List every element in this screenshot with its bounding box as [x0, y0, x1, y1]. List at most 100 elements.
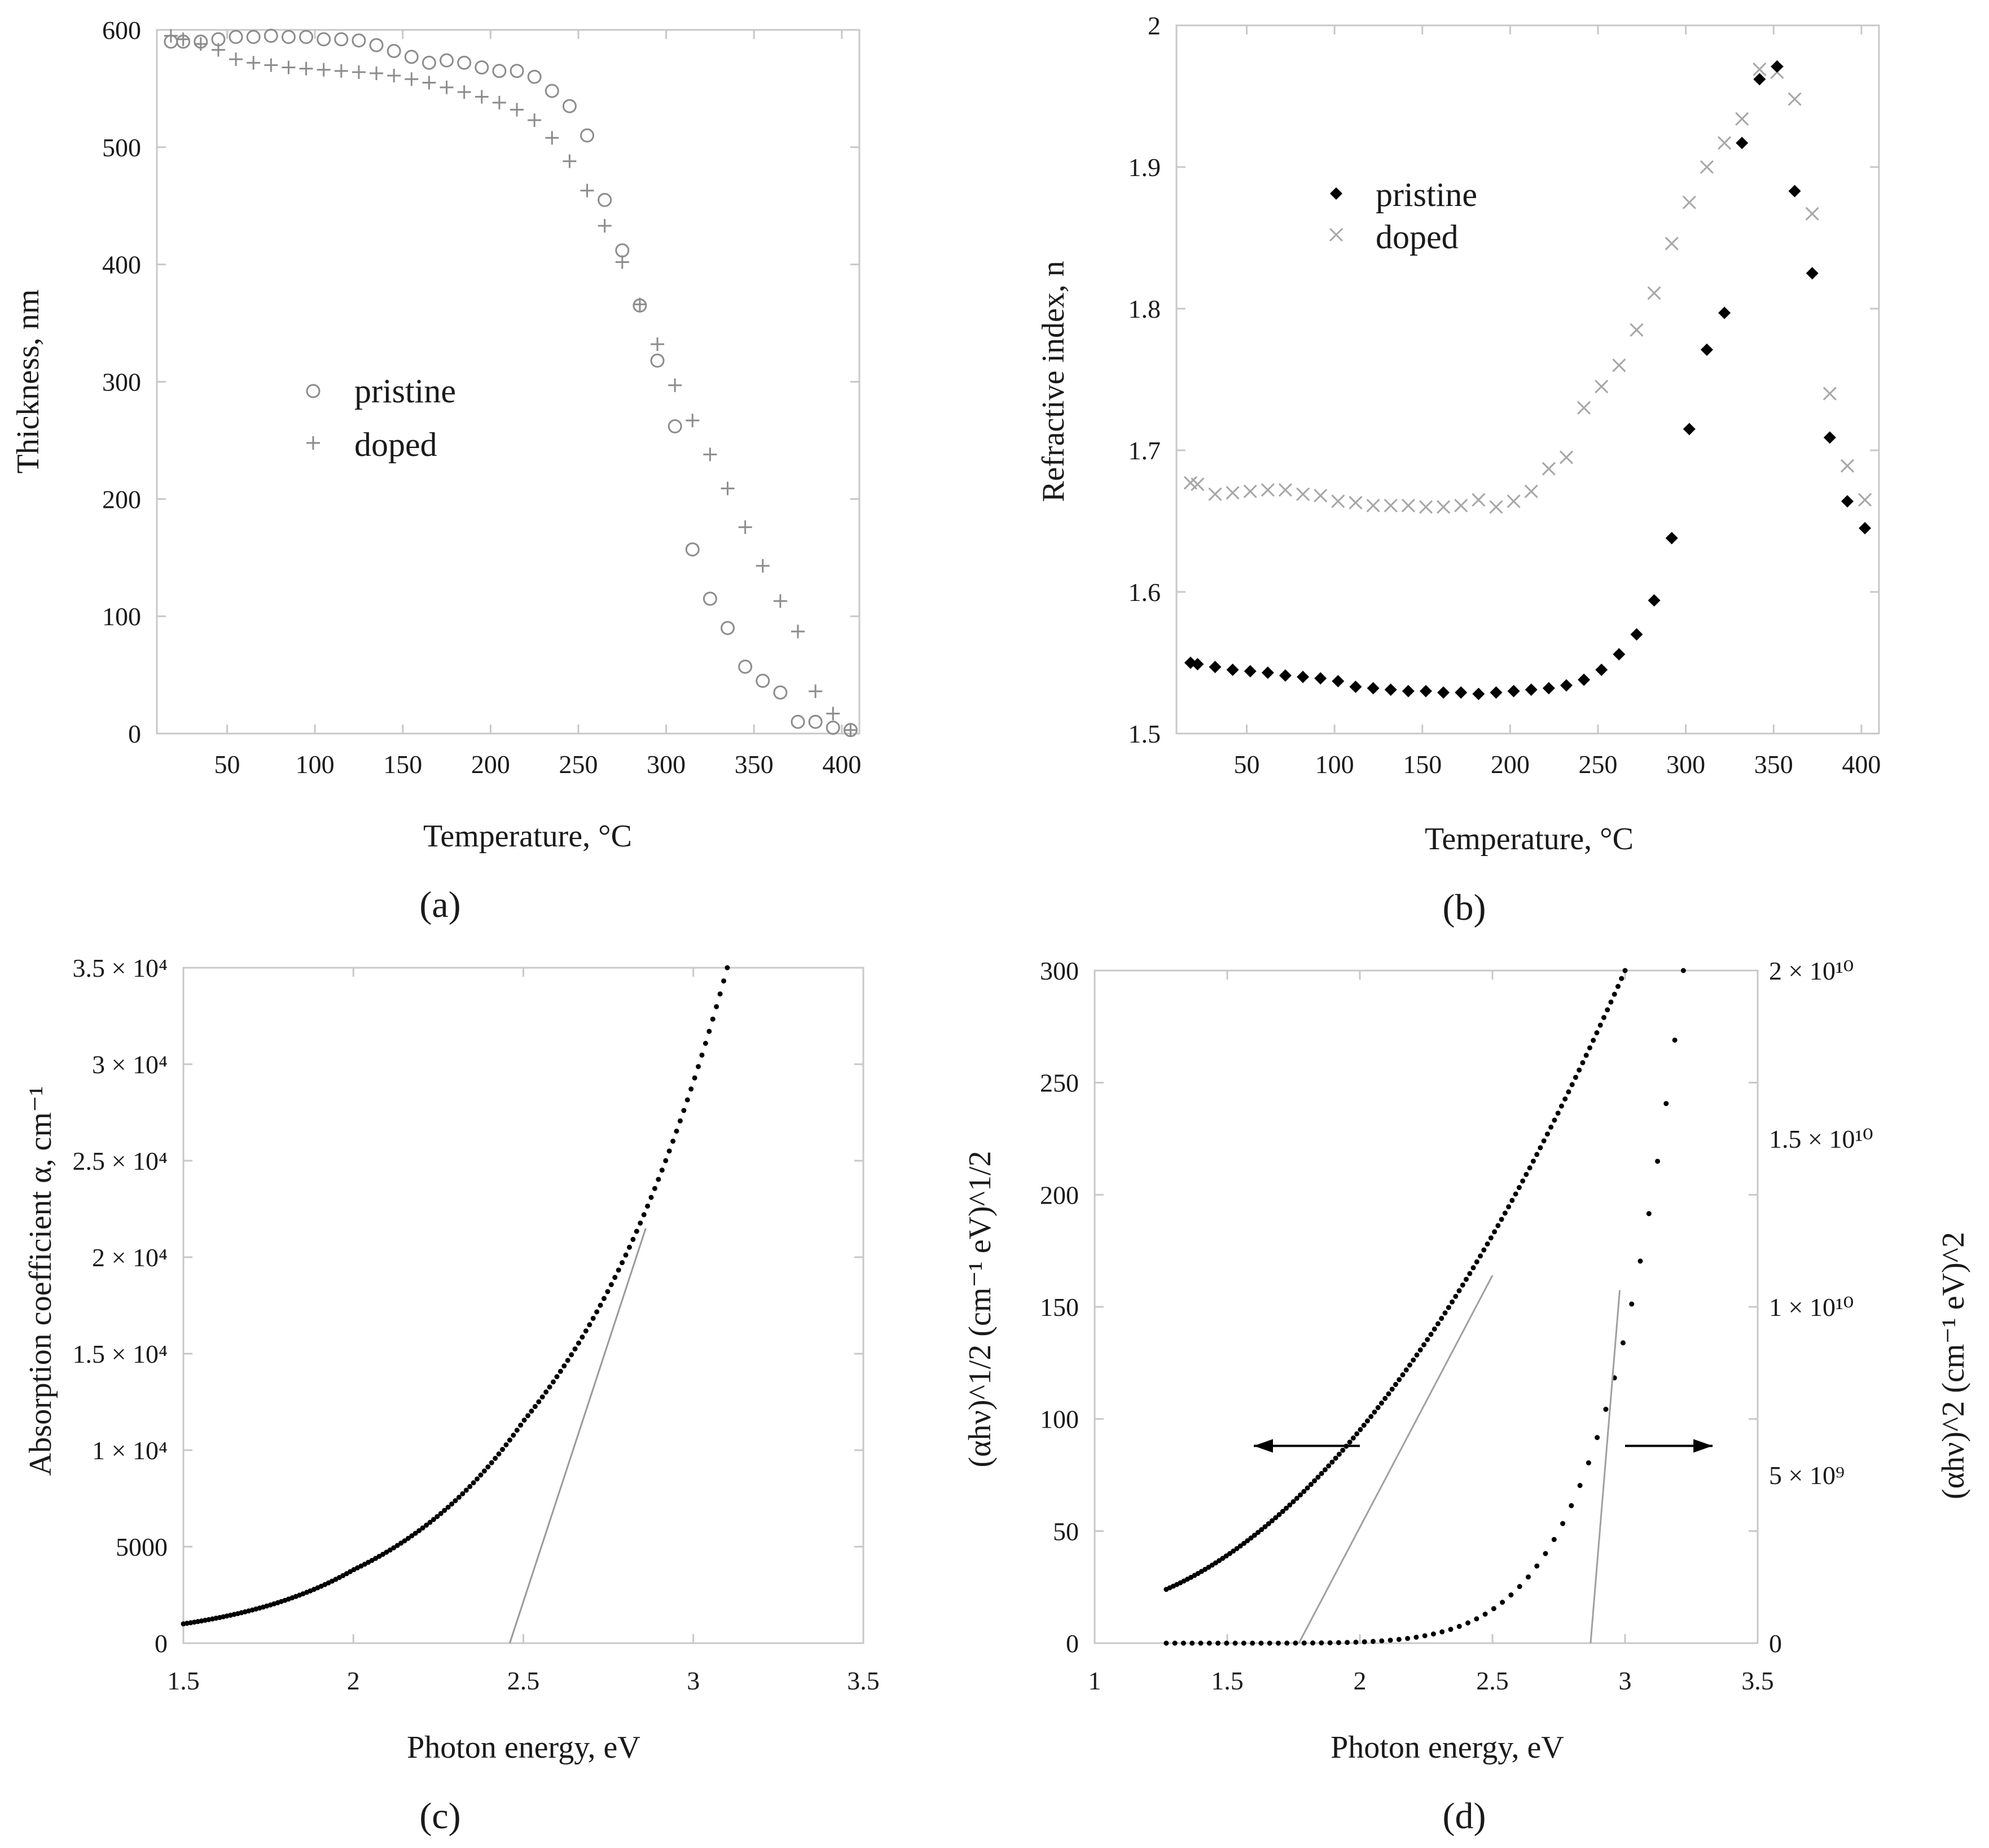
data-point-pristine: [1490, 686, 1503, 699]
curve-dot-alpha: [587, 1322, 592, 1328]
curve-dot-sqrt: [1397, 1377, 1402, 1382]
data-point-pristine: [580, 128, 595, 143]
data-point-pristine: [1472, 687, 1485, 700]
curve-dot-sqrt: [1354, 1431, 1360, 1437]
data-point-doped: [1261, 483, 1275, 497]
x-tick-label: 200: [471, 750, 510, 779]
panel-b-label: (b): [1443, 887, 1486, 928]
curve-dot-sqrt: [1460, 1282, 1465, 1288]
data-point-pristine: [1349, 681, 1362, 693]
data-point-doped: [1542, 462, 1556, 476]
curve-dot-alpha: [557, 1368, 563, 1374]
curve-dot-alpha: [431, 1517, 436, 1522]
curve-dot-alpha: [416, 1528, 422, 1534]
curve-dot-alpha: [460, 1491, 466, 1496]
curve-dot-alpha: [620, 1260, 625, 1266]
curve-dot-square: [1319, 1640, 1324, 1646]
data-point-pristine: [1332, 675, 1345, 688]
tangent-line-left: [1298, 1275, 1494, 1644]
curve-dot-alpha: [514, 1428, 520, 1433]
data-point-doped: [528, 113, 542, 128]
curve-dot-sqrt: [1358, 1426, 1363, 1432]
x-tick-label: 2: [347, 1666, 360, 1695]
data-point-pristine: [1753, 73, 1766, 86]
data-point-doped: [809, 684, 823, 699]
y-tick-label: 1.7: [1129, 436, 1161, 465]
data-point-doped: [580, 183, 594, 197]
data-point-doped: [247, 56, 261, 70]
curve-dot-sqrt: [1245, 1538, 1250, 1543]
curve-dot-alpha: [489, 1460, 494, 1465]
curve-dot-sqrt: [1569, 1082, 1575, 1087]
panel-b: 50 100 150 200 250 300 350 4001.51.61.71.81.92 …: [1036, 11, 1881, 928]
curve-dot-alpha: [688, 1086, 694, 1092]
curve-dot-alpha: [572, 1346, 578, 1352]
curve-dot-square: [1646, 1211, 1652, 1217]
curve-dot-sqrt: [1393, 1381, 1398, 1387]
data-point-pristine: [1648, 594, 1661, 607]
curve-dot-sqrt: [1364, 1418, 1370, 1424]
curve-dot-sqrt: [1485, 1241, 1490, 1247]
y-tick-label: 2.5 × 10⁴: [73, 1147, 168, 1175]
curve-dot-sqrt: [1464, 1276, 1469, 1282]
y-tick-label: 1.6: [1129, 578, 1161, 607]
data-point-pristine: [1419, 684, 1432, 697]
data-point-doped: [1595, 379, 1609, 394]
data-point-doped: [773, 594, 787, 608]
x-tick-label: 200: [1491, 750, 1530, 779]
x-tick-label: 3.5: [847, 1666, 880, 1695]
panel-a-xlabel: Temperature, °C: [423, 819, 632, 854]
curve-dot-alpha: [442, 1508, 447, 1513]
data-point-doped: [738, 520, 752, 534]
y2-tick-label: 5 × 10⁹: [1769, 1461, 1845, 1490]
curve-dot-sqrt: [1481, 1247, 1487, 1253]
curve-dot-square: [1534, 1563, 1540, 1569]
curve-dot-sqrt: [1502, 1210, 1508, 1216]
curve-dot-alpha: [684, 1097, 690, 1103]
curve-dot-square: [1569, 1503, 1574, 1508]
curve-dot-sqrt: [1237, 1543, 1243, 1549]
curve-dot-square: [1232, 1640, 1238, 1646]
data-point-pristine: [1788, 185, 1801, 197]
y-tick-label: 50: [1053, 1517, 1079, 1546]
y-tick-label: 1.5 × 10⁴: [73, 1340, 168, 1368]
data-point-pristine: [598, 192, 612, 207]
curve-dot-square: [1663, 1101, 1669, 1107]
y-tick-label: 100: [102, 602, 141, 631]
curve-dot-square: [1362, 1639, 1367, 1645]
curve-dot-sqrt: [1442, 1310, 1448, 1316]
data-point-doped: [1647, 286, 1661, 300]
data-point-doped: [282, 60, 296, 74]
data-point-pristine: [1542, 682, 1555, 695]
x-tick-label: 1.5: [1211, 1666, 1244, 1695]
data-point-pristine: [317, 32, 331, 47]
curve-dot-alpha: [623, 1252, 629, 1258]
curve-dot-sqrt: [1287, 1502, 1293, 1508]
curve-dot-sqrt: [1322, 1467, 1328, 1473]
legend-label-pristine: pristine: [1376, 176, 1477, 213]
curve-dot-square: [1371, 1639, 1376, 1644]
curve-dot-sqrt: [1411, 1357, 1416, 1363]
curve-dot-sqrt: [1252, 1533, 1257, 1538]
legend-label-pristine: pristine: [354, 372, 456, 410]
data-point-pristine: [1771, 60, 1784, 73]
curve-dot-square: [1586, 1460, 1591, 1465]
curve-dot-square: [1474, 1616, 1479, 1622]
y-tick-label: 200: [1040, 1180, 1079, 1209]
curve-dot-square: [1172, 1640, 1178, 1646]
curve-dot-square: [1456, 1623, 1462, 1629]
curve-dot-sqrt: [1612, 991, 1617, 997]
data-point-doped: [1314, 489, 1328, 503]
y2-tick-label: 1 × 10¹⁰: [1769, 1293, 1854, 1322]
y-tick-label: 300: [102, 368, 141, 397]
panel-d: 1 1.5 2 2.5 3 3.5 0 50 100 150 200 250 300 0 5 × 10⁹ 1 …: [963, 956, 1971, 1837]
x-tick-label: 300: [1666, 750, 1705, 779]
data-point-pristine: [1806, 267, 1819, 280]
curve-dot-alpha: [674, 1129, 679, 1134]
curve-dot-sqrt: [1298, 1492, 1303, 1498]
curve-dot-square: [1284, 1640, 1290, 1646]
curve-dot-sqrt: [1538, 1145, 1543, 1151]
data-point-pristine: [492, 64, 507, 78]
curve-dot-square: [1388, 1638, 1393, 1643]
y-tick-label: 1.9: [1129, 153, 1161, 182]
